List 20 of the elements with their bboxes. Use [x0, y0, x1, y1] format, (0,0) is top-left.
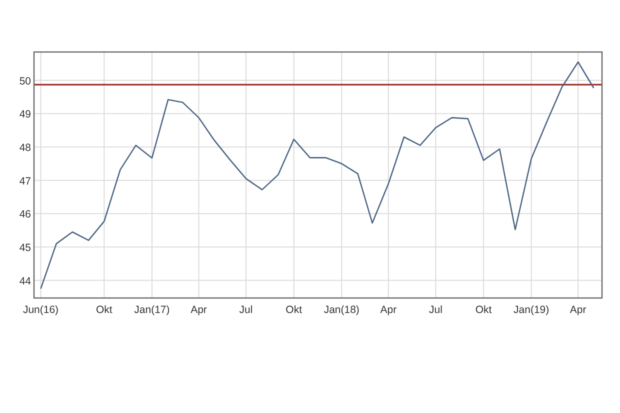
- x-tick-label: Okt: [286, 304, 302, 316]
- x-tick-label: Apr: [190, 304, 208, 316]
- x-tick-label: Jul: [239, 304, 253, 316]
- y-tick-label: 50: [19, 75, 32, 88]
- x-tick-label: Okt: [96, 304, 112, 316]
- x-tick-label: Jun(16): [22, 304, 59, 316]
- line-series: [40, 61, 594, 290]
- y-tick-label: 45: [19, 242, 32, 254]
- y-tick-label: 46: [19, 208, 32, 221]
- x-tick-label: Jan(17): [134, 304, 170, 316]
- x-tick-label: Okt: [475, 304, 492, 316]
- y-tick-label: 47: [19, 175, 32, 188]
- y-tick-label: 48: [19, 142, 32, 154]
- x-tick-label: Jul: [428, 304, 442, 316]
- y-tick-label: 49: [19, 108, 32, 121]
- x-tick-label: Jan(18): [324, 304, 360, 316]
- x-tick-label: Apr: [570, 304, 587, 316]
- y-tick-label: 44: [19, 275, 32, 288]
- x-tick-label: Jan(19): [514, 304, 550, 316]
- x-tick-label: Apr: [380, 304, 398, 316]
